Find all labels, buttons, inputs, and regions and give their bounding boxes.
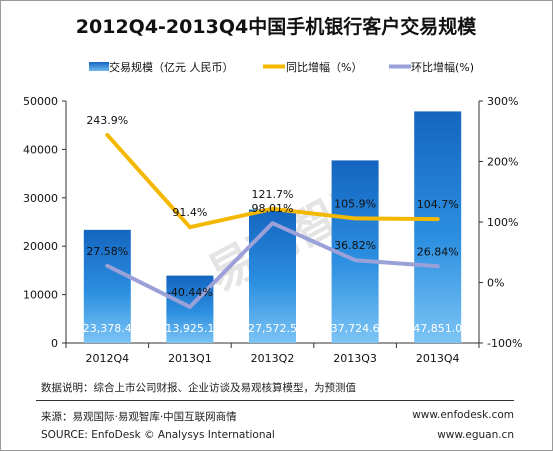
x-tick-label: 2012Q4 xyxy=(85,352,129,365)
yoy-value-label: 243.9% xyxy=(86,114,128,127)
x-tick-label: 2013Q3 xyxy=(333,352,377,365)
website-enfodesk[interactable]: www.enfodesk.com xyxy=(412,409,514,421)
bar-value-label: 27,572.5 xyxy=(248,322,297,335)
qoq-line xyxy=(105,221,440,309)
y-left-tick-label: 20000 xyxy=(23,240,58,253)
x-tick-label: 2013Q1 xyxy=(168,352,212,365)
legend-swatch-bar xyxy=(89,62,109,71)
y-left-tick-label: 40000 xyxy=(23,143,58,156)
data-labels: 23,378.4 13,925.1 27,572.5 37,724.6 47,851.0… xyxy=(83,114,462,335)
bar-series xyxy=(83,111,462,344)
chart-title: 2012Q4-2013Q4中国手机银行客户交易规模 xyxy=(76,15,477,38)
legend: 交易规模（亿元 人民币） 同比增幅（%） 环比增幅(%) xyxy=(89,60,474,74)
footer-divider xyxy=(36,400,514,401)
source-line-en: SOURCE: EnfoDesk © Analysys Internationa… xyxy=(41,429,514,441)
bar-value-label: 47,851.0 xyxy=(413,322,462,335)
y-right-tick-label: 200% xyxy=(487,156,518,169)
y-right-tick-label: -100% xyxy=(487,337,522,350)
y-left-tick-label: 30000 xyxy=(23,192,58,205)
qoq-value-label: 36.82% xyxy=(334,239,376,252)
legend-label: 环比增幅(%) xyxy=(411,60,474,74)
bar-value-label: 23,378.4 xyxy=(83,322,132,335)
bar xyxy=(166,275,214,343)
y-right-tick-label: 100% xyxy=(487,216,518,229)
qoq-value-label: 98.01% xyxy=(252,202,294,215)
legend-label: 交易规模（亿元 人民币） xyxy=(109,60,234,74)
qoq-value-label: -40.44% xyxy=(167,286,213,299)
y-right-tick-label: 0% xyxy=(487,277,504,290)
source-en: SOURCE: EnfoDesk © Analysys Internationa… xyxy=(41,429,275,441)
website-eguan[interactable]: www.eguan.cn xyxy=(437,429,514,441)
source-cn: 来源：易观国际·易观智库·中国互联网商情 xyxy=(41,411,237,423)
bar-value-label: 13,925.1 xyxy=(165,322,214,335)
y-left-tick-label: 50000 xyxy=(23,95,58,108)
y-left-tick-label: 10000 xyxy=(23,289,58,302)
yoy-value-label: 91.4% xyxy=(172,206,207,219)
axes: 0 10000 20000 30000 40000 50000 -100% 0% 100% 200… xyxy=(23,95,522,365)
x-tick-label: 2013Q4 xyxy=(416,352,460,365)
source-line-cn: 来源：易观国际·易观智库·中国互联网商情 www.enfodesk.com xyxy=(41,409,514,424)
data-note: 数据说明：综合上市公司财报、企业访谈及易观核算模型，为预测值 xyxy=(41,382,356,394)
yoy-line xyxy=(105,132,440,230)
y-right-tick-label: 300% xyxy=(487,95,518,108)
y-left-tick-label: 0 xyxy=(51,337,58,350)
chart-svg: 2012Q4-2013Q4中国手机银行客户交易规模 交易规模（亿元 人民币） 同比… xyxy=(23,15,522,365)
yoy-value-label: 104.7% xyxy=(417,198,459,211)
bar xyxy=(83,229,131,343)
yoy-value-label: 105.9% xyxy=(334,197,376,210)
bar xyxy=(414,111,462,344)
qoq-value-label: 27.58% xyxy=(86,245,128,258)
qoq-value-label: 26.84% xyxy=(417,245,459,258)
legend-label: 同比增幅（%） xyxy=(286,60,362,74)
bar-value-label: 37,724.6 xyxy=(331,322,380,335)
yoy-value-label: 121.7% xyxy=(252,188,294,201)
line-series xyxy=(105,132,440,309)
x-tick-label: 2013Q2 xyxy=(251,352,295,365)
